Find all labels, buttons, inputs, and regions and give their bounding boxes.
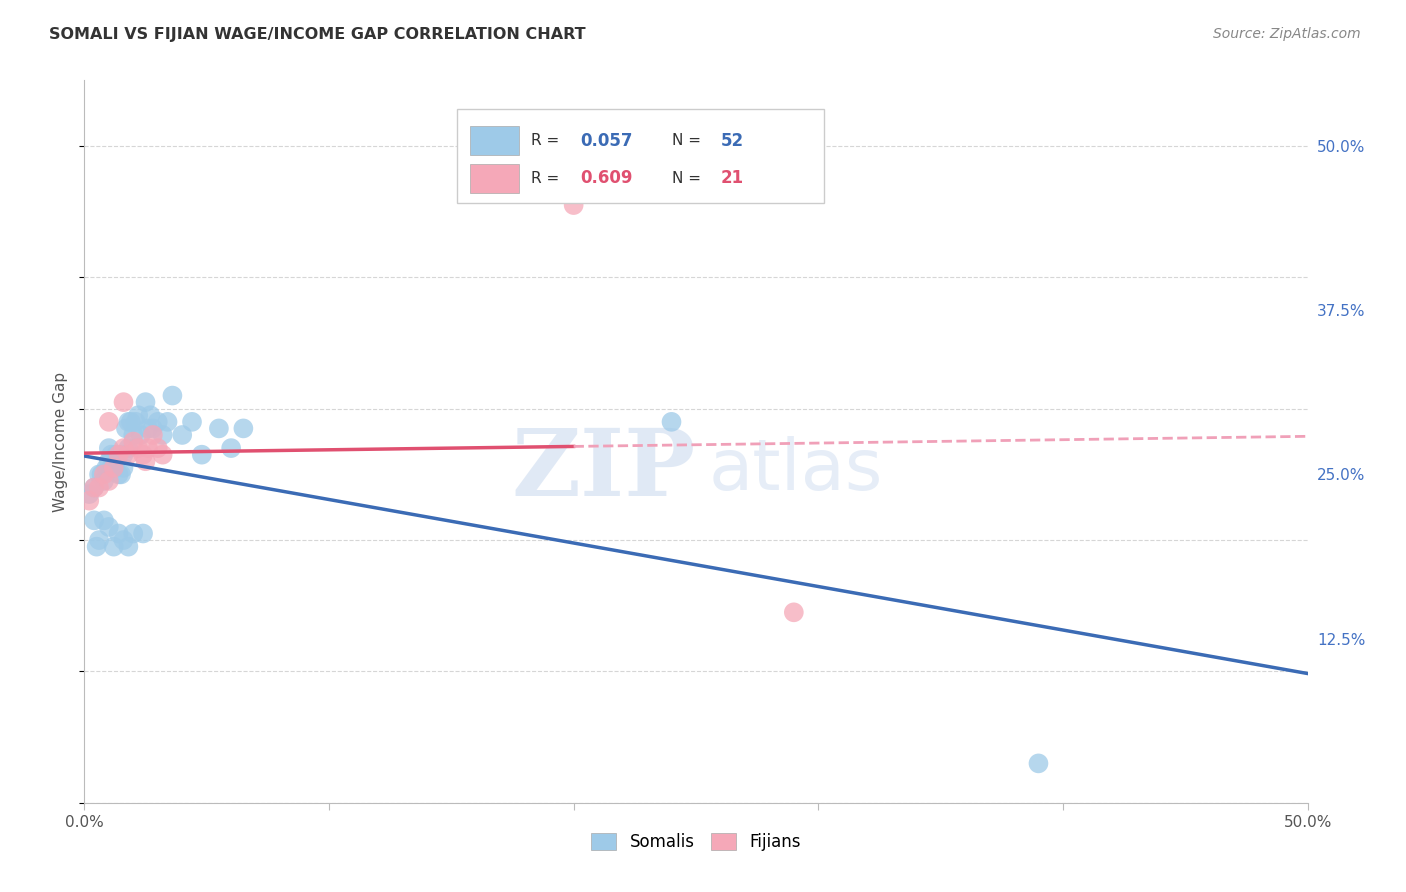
Point	[661, 415, 683, 429]
Point	[152, 448, 174, 462]
Text: 0.057: 0.057	[579, 132, 633, 150]
Point	[139, 409, 162, 423]
Point	[107, 448, 129, 462]
Point	[107, 526, 129, 541]
Text: 52: 52	[720, 132, 744, 150]
Point	[97, 454, 120, 468]
Point	[1028, 756, 1050, 771]
Point	[93, 467, 115, 482]
Point	[103, 460, 125, 475]
FancyBboxPatch shape	[457, 109, 824, 203]
Text: ZIP: ZIP	[512, 425, 696, 516]
Point	[83, 481, 105, 495]
Point	[110, 467, 132, 482]
Text: N =: N =	[672, 133, 706, 148]
Point	[100, 460, 122, 475]
Point	[87, 533, 110, 547]
Text: atlas: atlas	[709, 436, 883, 505]
Point	[90, 467, 112, 482]
Point	[97, 520, 120, 534]
Point	[87, 467, 110, 482]
Point	[122, 428, 145, 442]
Text: R =: R =	[531, 170, 564, 186]
Bar	[470, 126, 519, 155]
Point	[129, 428, 152, 442]
Point	[96, 460, 118, 475]
Text: Source: ZipAtlas.com: Source: ZipAtlas.com	[1213, 27, 1361, 41]
Point	[127, 409, 149, 423]
Point	[146, 415, 169, 429]
Point	[105, 448, 128, 462]
Point	[181, 415, 204, 429]
Point	[93, 513, 115, 527]
Point	[120, 415, 142, 429]
Point	[562, 198, 585, 212]
Point	[208, 421, 231, 435]
Point	[117, 540, 139, 554]
Text: SOMALI VS FIJIAN WAGE/INCOME GAP CORRELATION CHART: SOMALI VS FIJIAN WAGE/INCOME GAP CORRELA…	[49, 27, 586, 42]
Point	[125, 415, 148, 429]
Point	[112, 441, 135, 455]
Text: 21: 21	[720, 169, 744, 187]
Point	[83, 481, 105, 495]
Point	[135, 395, 157, 409]
Point	[97, 415, 120, 429]
Point	[152, 428, 174, 442]
Legend: Somalis, Fijians: Somalis, Fijians	[582, 825, 810, 860]
Point	[783, 605, 806, 619]
Point	[146, 441, 169, 455]
Point	[77, 493, 100, 508]
Point	[97, 474, 120, 488]
Point	[86, 540, 108, 554]
Point	[117, 441, 139, 455]
Point	[132, 526, 155, 541]
Point	[122, 526, 145, 541]
Point	[107, 467, 129, 482]
Point	[93, 474, 115, 488]
Point	[87, 481, 110, 495]
Point	[83, 513, 105, 527]
Point	[135, 454, 157, 468]
Point	[117, 448, 139, 462]
Point	[142, 428, 165, 442]
Point	[136, 441, 159, 455]
Point	[77, 487, 100, 501]
Point	[136, 421, 159, 435]
Point	[112, 448, 135, 462]
Point	[142, 421, 165, 435]
Point	[112, 533, 135, 547]
Point	[127, 441, 149, 455]
Text: R =: R =	[531, 133, 564, 148]
Point	[219, 441, 242, 455]
Y-axis label: Wage/Income Gap: Wage/Income Gap	[53, 371, 69, 512]
Point	[97, 441, 120, 455]
Text: 0.609: 0.609	[579, 169, 633, 187]
Point	[112, 395, 135, 409]
Point	[232, 421, 254, 435]
Point	[162, 388, 184, 402]
Bar	[470, 164, 519, 193]
Point	[112, 460, 135, 475]
Point	[172, 428, 194, 442]
Point	[103, 460, 125, 475]
Point	[100, 448, 122, 462]
Point	[122, 434, 145, 449]
Point	[103, 540, 125, 554]
Text: N =: N =	[672, 170, 706, 186]
Point	[115, 421, 138, 435]
Point	[105, 454, 128, 468]
Point	[117, 415, 139, 429]
Point	[191, 448, 214, 462]
Point	[156, 415, 179, 429]
Point	[132, 448, 155, 462]
